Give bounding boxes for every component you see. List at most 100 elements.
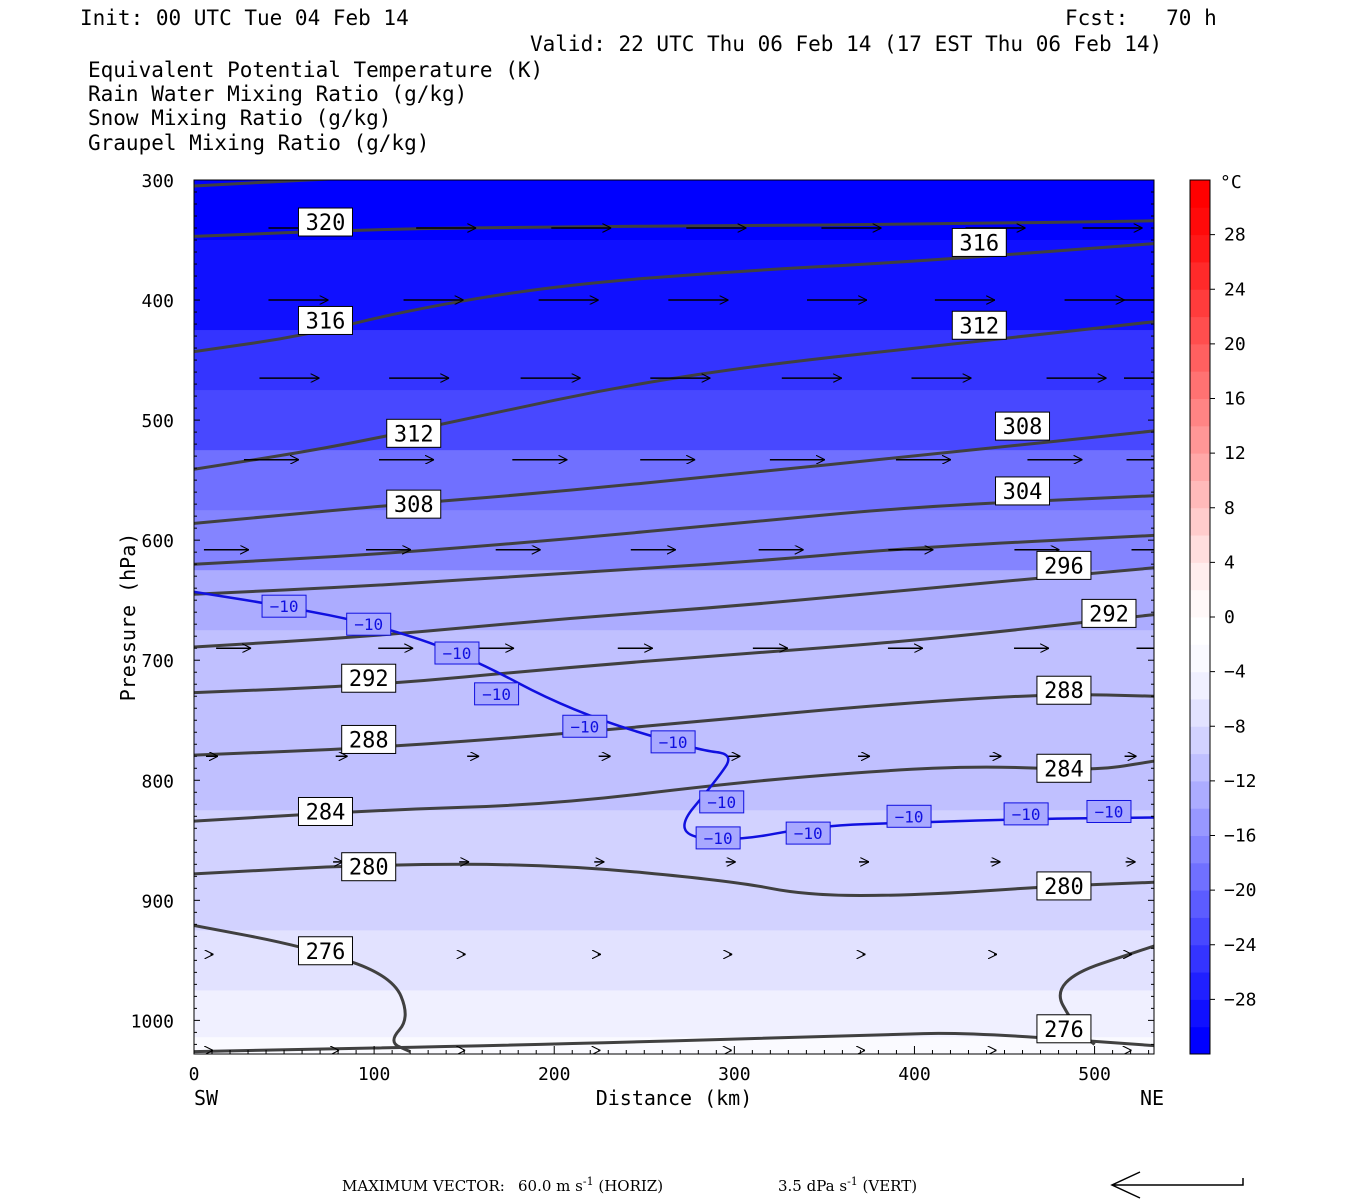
temperature-contour-line	[194, 590, 1154, 841]
colorbar-segment	[1190, 589, 1210, 618]
colorbar-segment	[1190, 1026, 1210, 1055]
theta-e-label: 280	[349, 856, 389, 881]
theta-e-label: 308	[1003, 415, 1043, 440]
colorbar-segment	[1190, 261, 1210, 290]
temperature-label: −10	[354, 615, 383, 634]
temperature-label: −10	[1095, 802, 1124, 821]
temperature-label-box	[650, 730, 696, 754]
theta-e-label-box	[1036, 1014, 1092, 1044]
theta-e-label-box	[386, 489, 442, 519]
colorbar-segment	[1190, 535, 1210, 563]
temperature-label: −10	[270, 597, 299, 616]
theta-e-label-box	[297, 796, 353, 826]
theta-e-label-box	[341, 852, 397, 882]
temperature-label: −10	[443, 644, 472, 663]
colorbar-tick-label: 0	[1224, 607, 1235, 628]
colorbar-segment	[1190, 862, 1210, 891]
temperature-band	[194, 510, 1154, 571]
temperature-band	[194, 930, 1154, 991]
colorbar-segment	[1190, 780, 1210, 809]
colorbar-tick-label: 16	[1224, 389, 1246, 410]
forecast-hour-text: Fcst: 70 h	[1065, 6, 1217, 30]
temperature-label: −10	[704, 829, 733, 848]
temperature-label-box	[1003, 802, 1049, 826]
y-tick-label: 600	[141, 531, 174, 552]
colorbar-segment	[1190, 835, 1210, 864]
theta-e-contour-284	[194, 759, 1154, 823]
colorbar-tick-label: −8	[1224, 716, 1246, 737]
colorbar-segment	[1190, 562, 1210, 591]
colorbar-segment	[1190, 398, 1210, 427]
max-vector-arrow	[1110, 1171, 1244, 1199]
theta-e-label: 316	[959, 231, 999, 256]
theta-e-label: 296	[1044, 554, 1084, 579]
temperature-label: −10	[895, 807, 924, 826]
theta-e-label: 276	[306, 940, 346, 965]
temperature-label: −10	[707, 793, 736, 812]
colorbar-segment	[1190, 371, 1210, 399]
theta-e-contour-292	[194, 613, 1154, 695]
max-vector-footer: MAXIMUM VECTOR: 60.0 m s-1 (HORIZ) 3.5 d…	[342, 1171, 1244, 1199]
colorbar-tick-label: 24	[1224, 279, 1246, 300]
legend-graupel: Graupel Mixing Ratio (g/kg)	[88, 131, 430, 155]
colorbar-segment	[1190, 726, 1210, 755]
temperature-label-box	[474, 682, 520, 706]
y-tick-label: 900	[141, 891, 174, 912]
colorbar-segment	[1190, 480, 1210, 509]
colorbar-segment	[1190, 753, 1210, 782]
colorbar-segment	[1190, 890, 1210, 918]
colorbar-segment	[1190, 234, 1210, 263]
colorbar-tick-label: −4	[1224, 662, 1246, 683]
theta-e-contour-304	[194, 494, 1154, 566]
colorbar-segment	[1190, 425, 1210, 454]
temperature-label-box	[434, 641, 480, 665]
temperature-band	[194, 570, 1154, 631]
temperature-band	[194, 990, 1154, 1038]
theta-e-label-box	[951, 227, 1007, 257]
plot-frame	[193, 179, 1155, 1055]
colorbar-segment	[1190, 289, 1210, 318]
max-vector-horiz: 60.0 m s-1 (HORIZ)	[518, 1175, 663, 1195]
colorbar-segment	[1190, 617, 1210, 645]
colorbar-tick-label: −16	[1224, 826, 1257, 847]
theta-e-label-box	[297, 207, 353, 237]
init-text: Init: 00 UTC Tue 04 Feb 14	[80, 6, 409, 30]
contour-labels: 3203163163123123083083042962922922882882…	[261, 207, 1137, 1044]
colorbar-segment	[1190, 999, 1210, 1028]
colorbar-segment	[1190, 808, 1210, 836]
colorbar-tick-label: 28	[1224, 225, 1246, 246]
theta-e-label-box	[297, 936, 353, 966]
max-vector-label: MAXIMUM VECTOR:	[342, 1177, 505, 1195]
y-tick-label: 300	[141, 171, 174, 192]
x-end-label-left: SW	[194, 1086, 219, 1110]
theta-e-label: 304	[1003, 480, 1043, 505]
colorbar-segment	[1190, 453, 1210, 481]
temperature-label-box	[886, 804, 932, 828]
theta-e-label-box	[341, 724, 397, 754]
theta-e-label-box	[995, 411, 1051, 441]
x-tick-label: 300	[718, 1064, 751, 1085]
temperature-label-box	[785, 821, 831, 845]
theta-e-contour-288	[194, 693, 1154, 757]
theta-e-label: 288	[349, 728, 389, 753]
colorbar-tick-label: −28	[1224, 989, 1257, 1010]
theta-e-label-box	[1036, 871, 1092, 901]
colorbar-tick-label: −24	[1224, 935, 1257, 956]
theta-e-label-box	[341, 663, 397, 693]
colorbar-segment	[1190, 671, 1210, 700]
theta-e-label: 292	[349, 667, 389, 692]
colorbar-segment	[1190, 917, 1210, 946]
theta-e-label-box	[1036, 675, 1092, 705]
theta-e-label: 320	[306, 211, 346, 236]
theta-e-label: 316	[306, 309, 346, 334]
colorbar-segment	[1190, 507, 1210, 536]
temperature-label: −10	[794, 824, 823, 843]
colorbar-segment	[1190, 698, 1210, 727]
colorbar-segment	[1190, 944, 1210, 973]
colorbar-segment	[1190, 180, 1210, 208]
theta-e-contour-316	[194, 242, 1154, 354]
theta-e-label-box	[386, 418, 442, 448]
y-tick-label: 700	[141, 651, 174, 672]
theta-e-label-box	[297, 305, 353, 335]
